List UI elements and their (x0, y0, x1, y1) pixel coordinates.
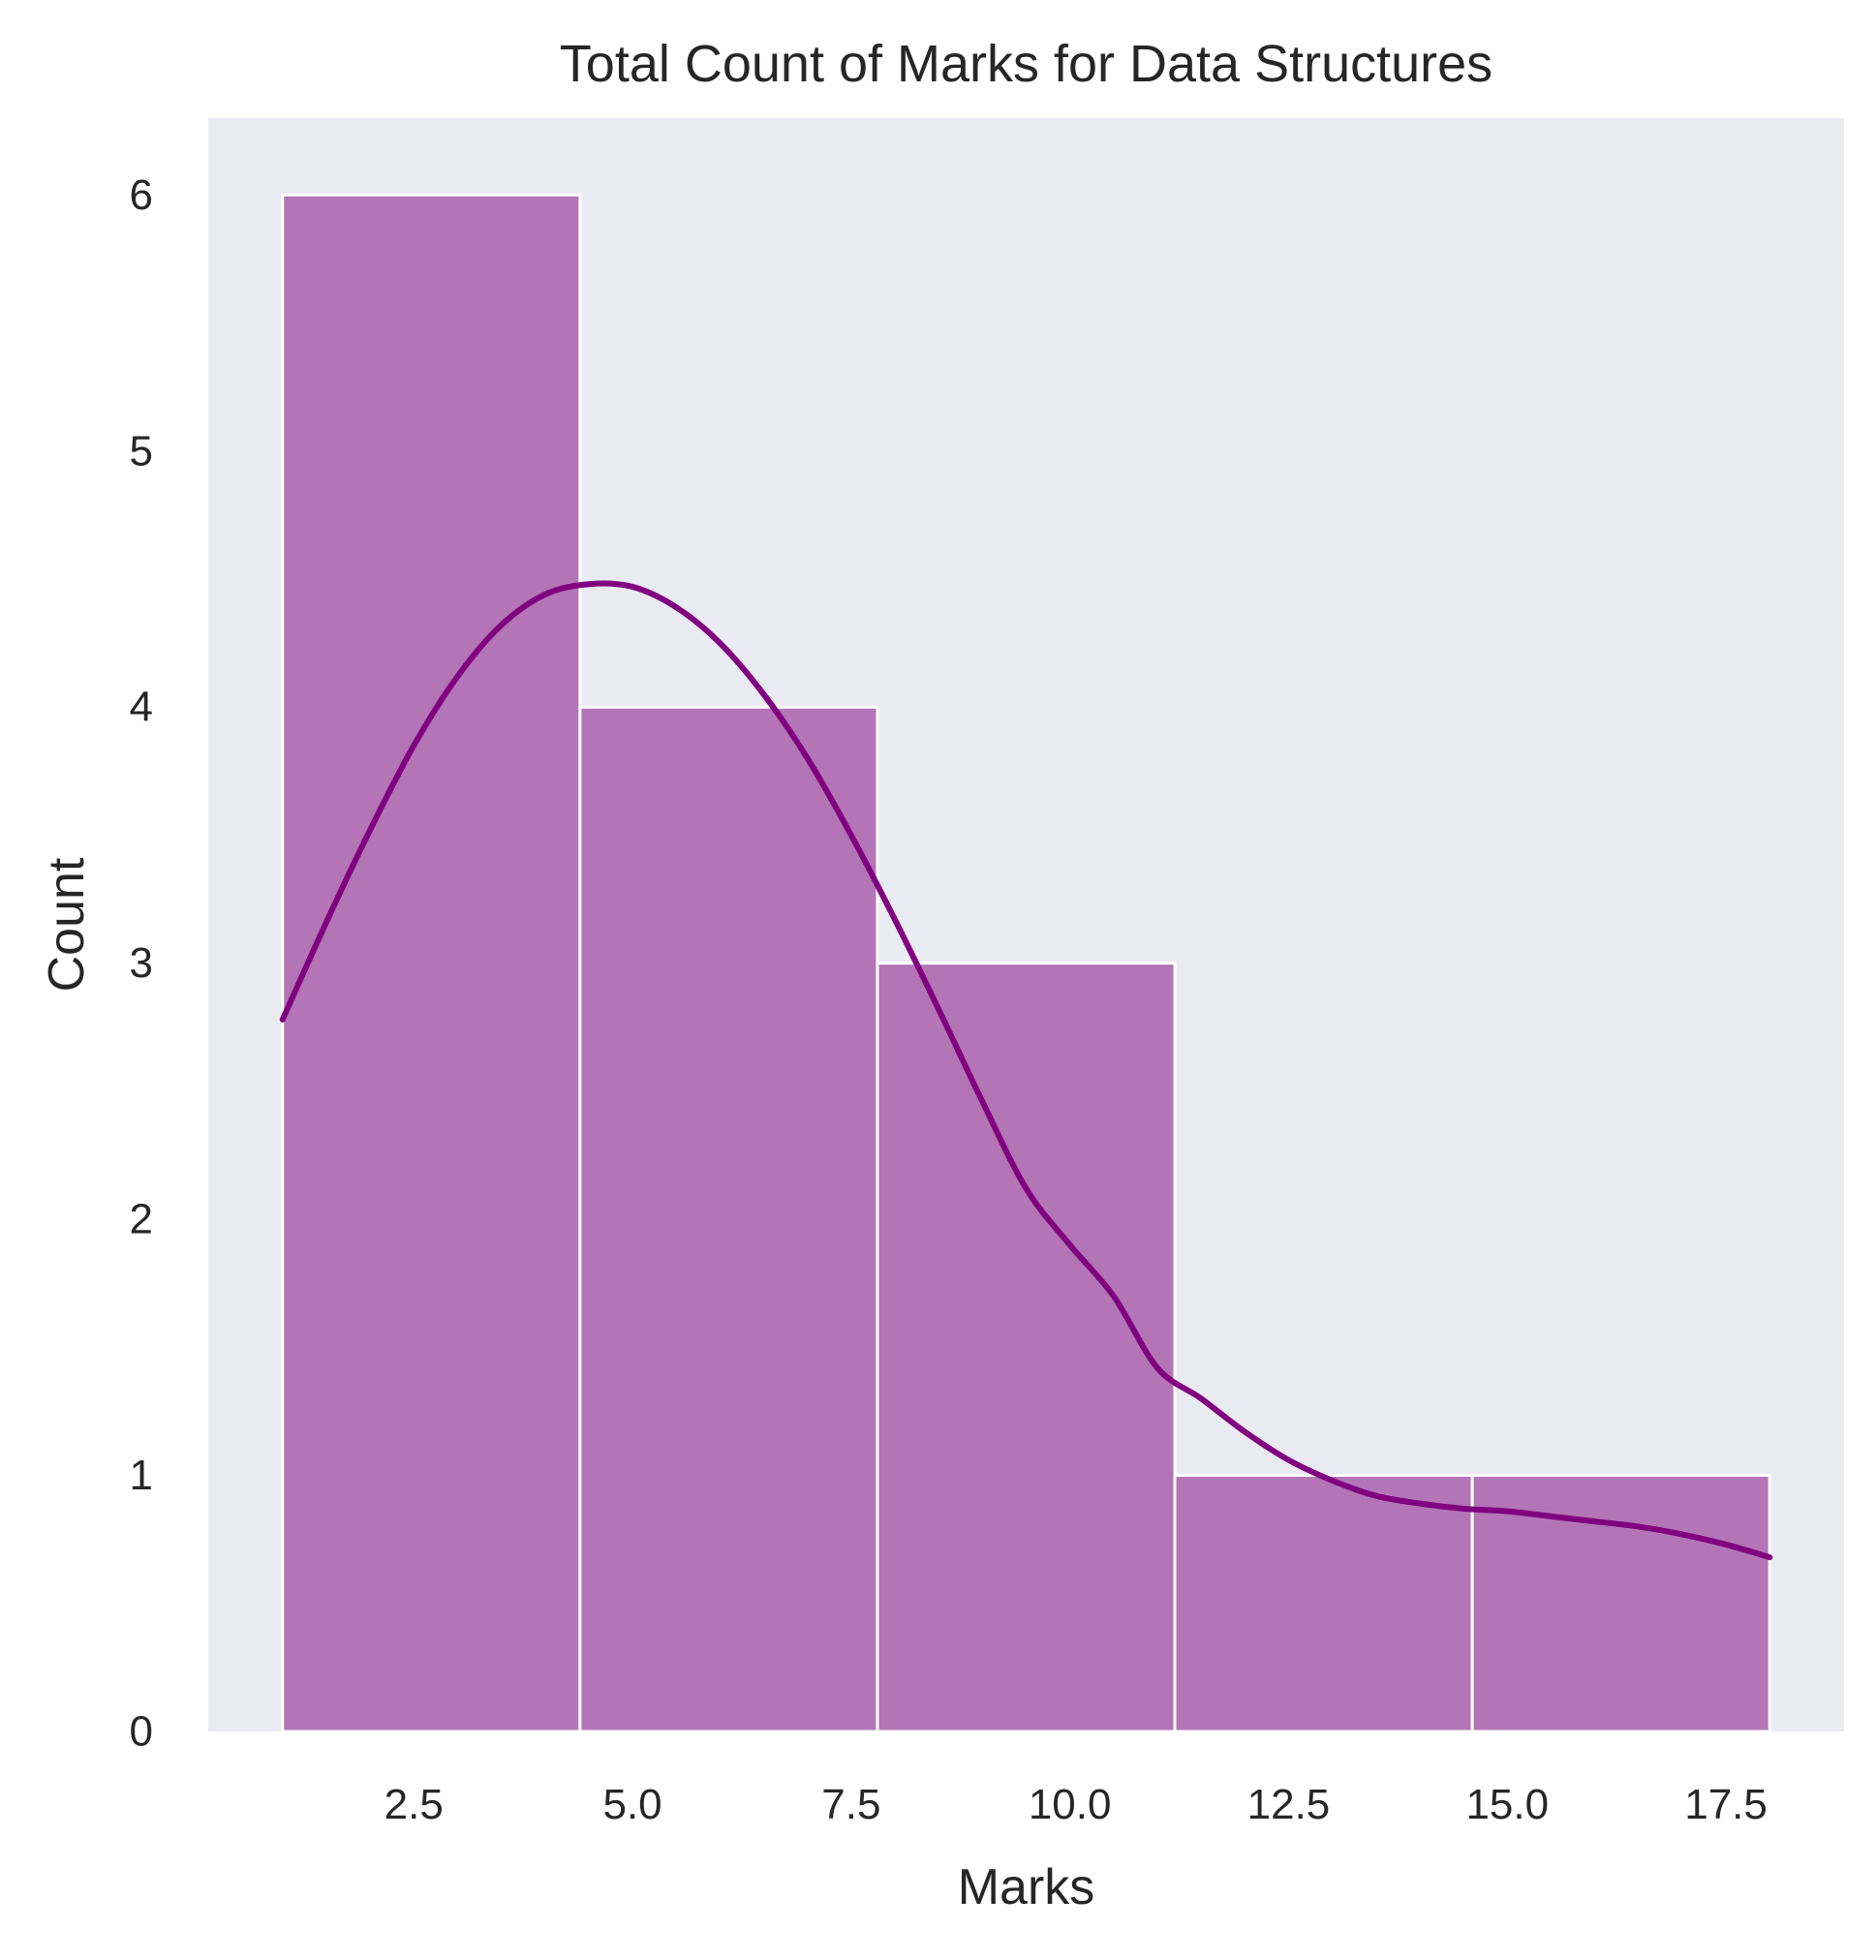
x-tick-label: 5.0 (602, 1781, 661, 1828)
x-tick-labels: 2.5 5.0 7.5 10.0 12.5 15.0 17.5 (384, 1781, 1768, 1828)
x-tick-label: 7.5 (821, 1781, 880, 1828)
chart-title: Total Count of Marks for Data Structures (560, 35, 1492, 93)
histogram-bar-2 (578, 705, 879, 1733)
y-tick-label: 4 (130, 684, 153, 731)
histogram-bar-4 (1173, 1474, 1474, 1733)
y-axis-label: Count (39, 857, 95, 992)
y-tick-label: 2 (130, 1196, 153, 1243)
y-tick-label: 6 (130, 171, 153, 219)
bars-layer (281, 193, 1771, 1733)
x-tick-label: 10.0 (1029, 1781, 1112, 1828)
histogram-bar-1 (281, 193, 582, 1733)
kde-curve (279, 580, 1773, 1561)
histogram-bar-3 (876, 962, 1177, 1733)
y-tick-label: 0 (130, 1708, 153, 1756)
y-tick-label: 1 (130, 1452, 153, 1499)
histogram-bar-5 (1470, 1474, 1771, 1733)
y-tick-label: 3 (130, 939, 153, 987)
y-tick-labels: 0 1 2 3 4 5 6 (130, 171, 153, 1756)
x-tick-label: 17.5 (1684, 1781, 1768, 1828)
y-tick-label: 5 (130, 427, 153, 475)
x-tick-label: 15.0 (1465, 1781, 1549, 1828)
x-tick-label: 12.5 (1247, 1781, 1331, 1828)
x-tick-label: 2.5 (384, 1781, 444, 1828)
x-axis-label: Marks (958, 1859, 1095, 1915)
